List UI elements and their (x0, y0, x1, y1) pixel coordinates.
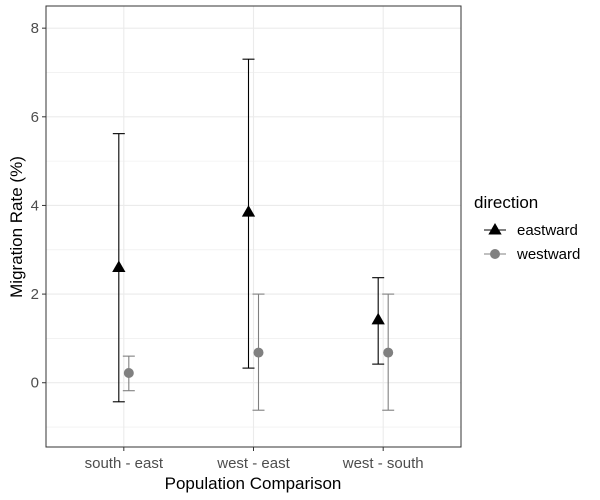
y-tick-label: 6 (31, 109, 39, 126)
x-axis: south - east west - east west - south (85, 447, 424, 472)
point-westward (383, 347, 394, 358)
point-westward (123, 367, 134, 378)
y-axis: 0 2 4 6 8 (31, 20, 46, 392)
y-tick-label: 2 (31, 286, 39, 303)
legend-key-circle-icon (490, 249, 500, 259)
legend: direction eastward westward (474, 193, 580, 263)
x-axis-title: Population Comparison (165, 474, 342, 493)
y-tick-label: 4 (31, 197, 39, 214)
legend-title: direction (474, 193, 538, 212)
point-eastward (112, 260, 126, 273)
x-tick-label: west - east (216, 455, 290, 472)
legend-label: eastward (517, 222, 578, 239)
legend-label: westward (516, 246, 580, 263)
y-axis-title: Migration Rate (%) (7, 156, 26, 298)
point-westward (253, 347, 264, 358)
point-eastward (241, 205, 256, 217)
point-eastward (371, 312, 385, 325)
x-tick-label: south - east (85, 455, 164, 472)
x-tick-label: west - south (342, 455, 424, 472)
legend-key-triangle-icon (488, 223, 502, 235)
data-points (112, 205, 394, 378)
y-tick-label: 0 (31, 375, 39, 392)
y-tick-label: 8 (31, 20, 39, 37)
